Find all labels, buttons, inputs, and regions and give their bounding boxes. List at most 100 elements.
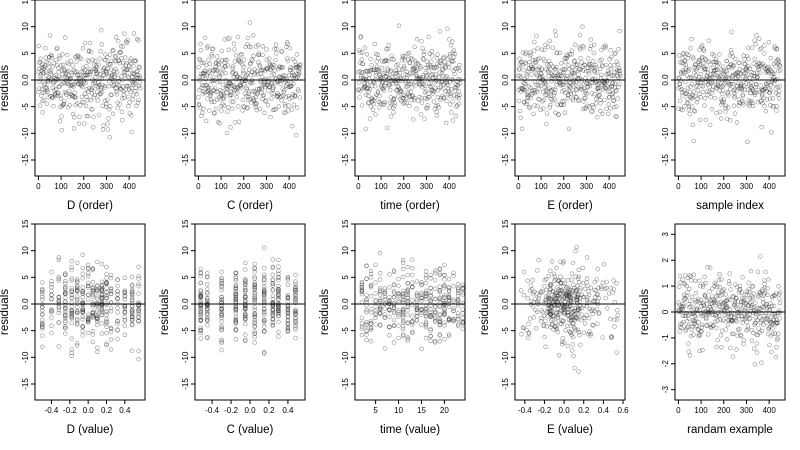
data-point bbox=[739, 314, 744, 319]
data-point bbox=[364, 308, 369, 313]
data-point bbox=[686, 316, 692, 321]
data-point bbox=[262, 307, 267, 312]
data-point bbox=[36, 43, 42, 49]
data-point bbox=[549, 259, 555, 264]
data-point bbox=[758, 254, 763, 259]
data-point bbox=[583, 95, 588, 101]
data-point bbox=[232, 59, 238, 64]
data-point bbox=[131, 63, 136, 69]
data-point bbox=[550, 289, 556, 294]
data-point bbox=[727, 271, 732, 276]
data-point bbox=[527, 59, 532, 65]
data-point bbox=[446, 298, 452, 304]
data-point bbox=[423, 325, 429, 330]
data-point bbox=[276, 293, 281, 298]
data-point bbox=[737, 283, 743, 289]
data-point bbox=[730, 81, 735, 87]
data-point bbox=[285, 78, 290, 84]
data-point bbox=[120, 44, 126, 49]
data-point bbox=[293, 325, 298, 330]
y-tick-label: -5 bbox=[181, 327, 190, 335]
data-point bbox=[437, 316, 442, 322]
data-point bbox=[74, 316, 80, 322]
data-point bbox=[613, 50, 618, 56]
data-point bbox=[40, 324, 45, 329]
data-point bbox=[566, 294, 572, 299]
data-point bbox=[85, 265, 91, 271]
data-point bbox=[372, 41, 377, 46]
data-point bbox=[368, 268, 374, 274]
data-point bbox=[122, 31, 127, 36]
data-point bbox=[538, 107, 543, 113]
data-point bbox=[287, 96, 292, 101]
data-point bbox=[774, 108, 779, 113]
data-point bbox=[599, 286, 604, 291]
data-point bbox=[63, 291, 68, 296]
data-point bbox=[136, 281, 141, 287]
data-point bbox=[276, 334, 281, 339]
data-point bbox=[723, 305, 728, 310]
data-point bbox=[273, 57, 278, 63]
data-point bbox=[582, 63, 587, 68]
data-point bbox=[425, 64, 430, 70]
data-point bbox=[588, 331, 593, 337]
data-point bbox=[404, 95, 409, 100]
data-point bbox=[134, 91, 140, 97]
data-point bbox=[714, 344, 719, 350]
data-point bbox=[702, 103, 707, 108]
data-point bbox=[572, 70, 578, 76]
data-point bbox=[613, 113, 618, 119]
data-point bbox=[270, 62, 275, 68]
data-point bbox=[130, 301, 135, 306]
data-point bbox=[276, 104, 282, 109]
data-point bbox=[240, 108, 245, 113]
data-point bbox=[57, 76, 63, 81]
data-point bbox=[67, 94, 72, 99]
data-point bbox=[608, 106, 613, 111]
data-point bbox=[226, 84, 231, 90]
x-tick-label: 5 bbox=[373, 406, 378, 415]
data-point bbox=[522, 76, 527, 82]
data-point bbox=[442, 277, 447, 282]
data-point bbox=[243, 279, 248, 284]
data-point bbox=[387, 308, 392, 313]
data-point bbox=[517, 66, 522, 71]
data-point bbox=[219, 285, 224, 290]
data-point bbox=[576, 369, 581, 374]
data-point bbox=[206, 57, 211, 62]
data-point bbox=[400, 320, 406, 325]
data-point bbox=[66, 88, 72, 94]
data-point bbox=[239, 51, 244, 57]
data-point bbox=[689, 104, 695, 109]
data-point bbox=[738, 303, 743, 308]
x-axis-label: E (order) bbox=[547, 200, 593, 212]
data-point bbox=[452, 71, 457, 77]
data-point bbox=[750, 87, 755, 92]
y-tick-label: 1 bbox=[661, 283, 670, 288]
data-point bbox=[391, 317, 397, 323]
data-point bbox=[285, 282, 291, 287]
data-point bbox=[409, 97, 414, 103]
data-point bbox=[756, 293, 762, 298]
data-point bbox=[548, 282, 554, 287]
data-point bbox=[262, 266, 267, 271]
data-point bbox=[773, 64, 778, 69]
data-point bbox=[252, 297, 257, 303]
data-point bbox=[276, 308, 281, 314]
data-point bbox=[753, 84, 758, 90]
data-point bbox=[750, 45, 755, 50]
data-point bbox=[74, 296, 80, 302]
data-point bbox=[117, 50, 122, 55]
data-point bbox=[587, 83, 592, 89]
data-point bbox=[206, 87, 212, 92]
data-point bbox=[368, 104, 374, 109]
data-point bbox=[71, 84, 76, 90]
data-point bbox=[570, 96, 575, 101]
data-point bbox=[83, 80, 88, 86]
data-point bbox=[137, 65, 142, 70]
data-point bbox=[373, 112, 378, 117]
data-point bbox=[90, 329, 96, 334]
data-point bbox=[391, 282, 397, 287]
data-point bbox=[223, 83, 229, 89]
data-point bbox=[750, 284, 756, 289]
